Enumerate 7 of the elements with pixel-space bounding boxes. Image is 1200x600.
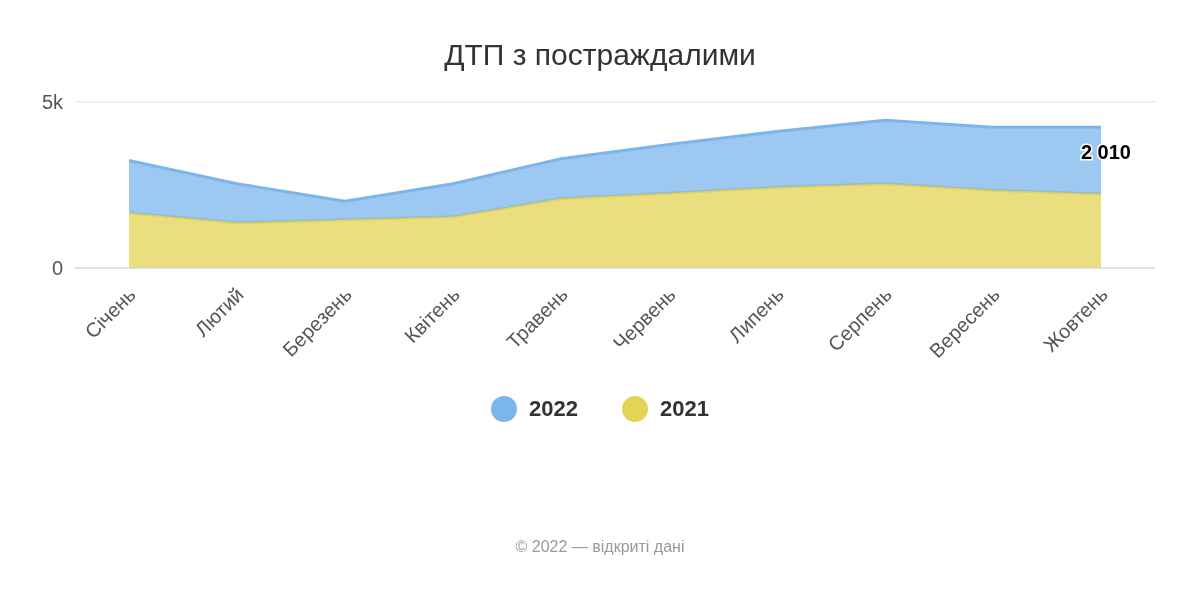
y-tick-label: 0 (51, 257, 63, 279)
legend-label: 2021 (660, 396, 709, 422)
chart-title: ДТП з постраждалими (443, 38, 757, 73)
legend-label: 2022 (529, 396, 578, 422)
text: © 2022 — відкриті дані (514, 538, 686, 556)
data-label: 2 010 (1080, 141, 1131, 164)
y-tick-label: 5k (41, 91, 64, 113)
